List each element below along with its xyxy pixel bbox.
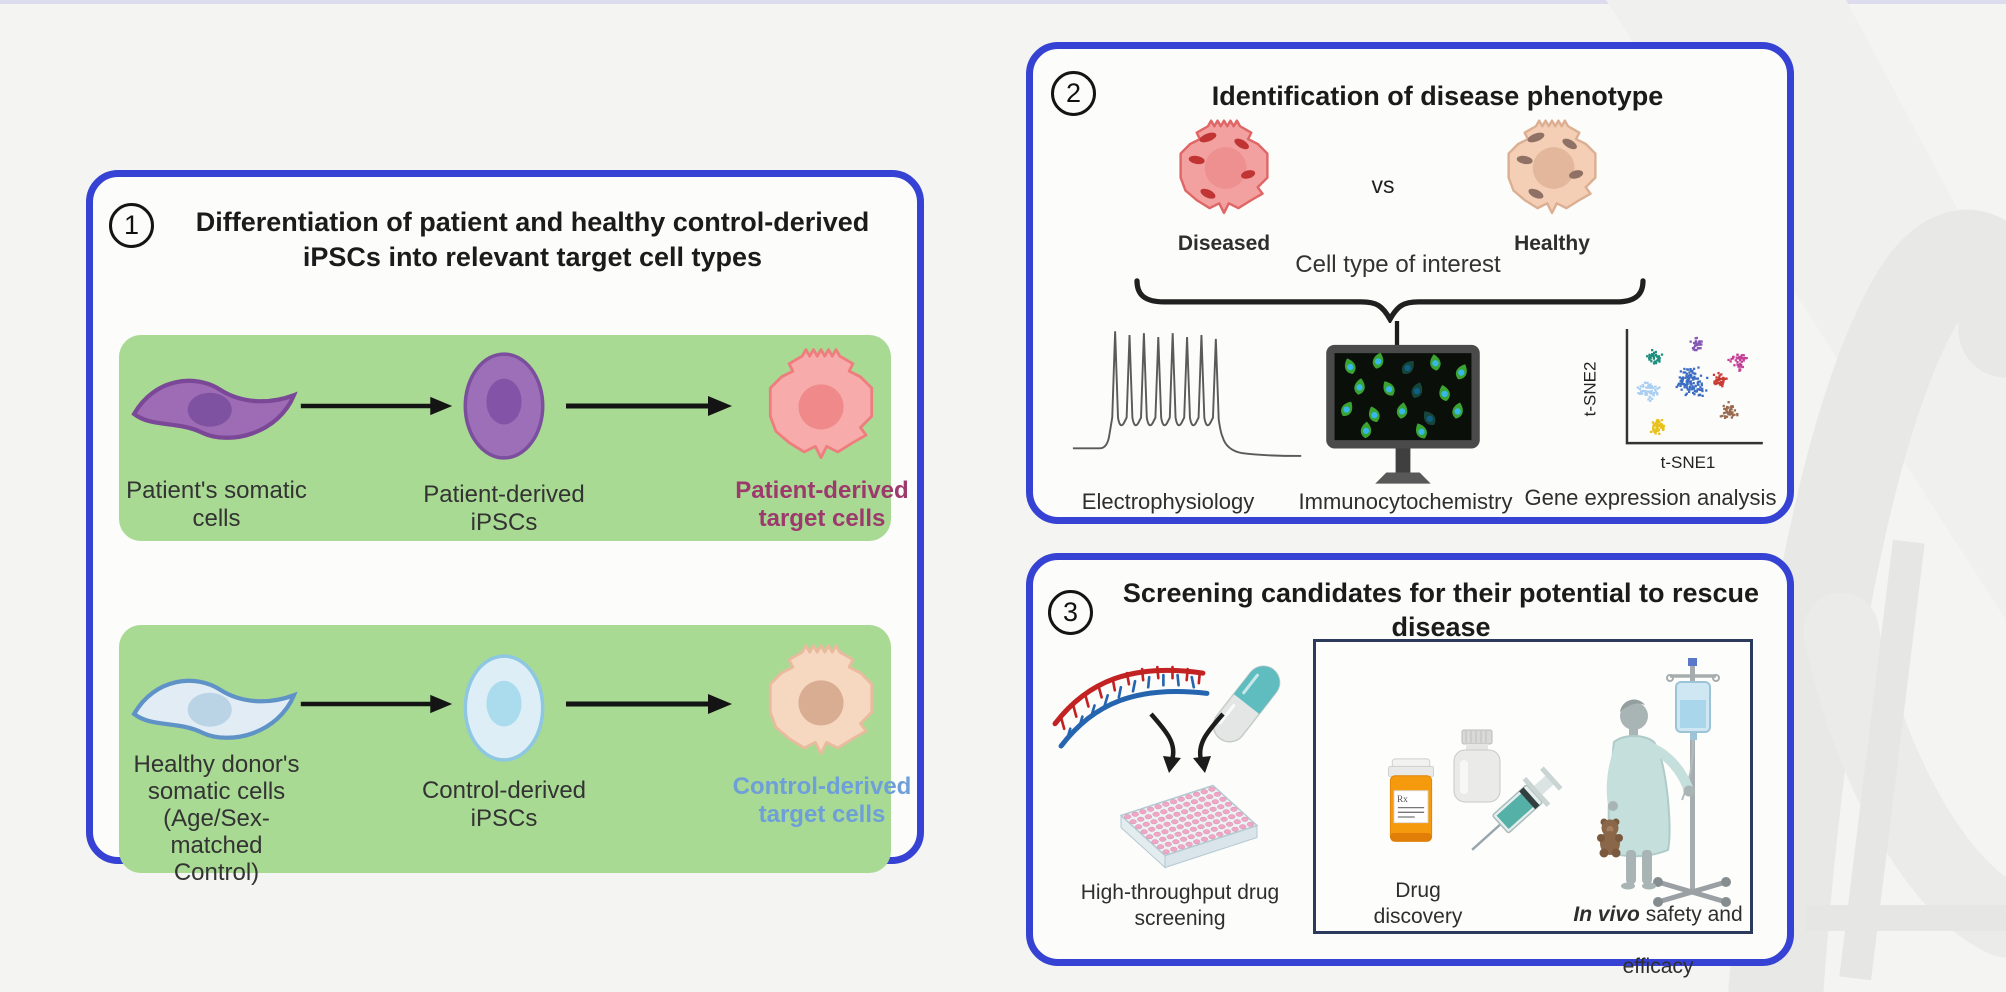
panel-differentiation: 1 Differentiation of patient and healthy… <box>86 170 924 864</box>
step-number-2: 2 <box>1051 71 1096 116</box>
vs-label: vs <box>1348 171 1418 199</box>
patient-somatic-label: Patient's somatic cells <box>119 477 314 533</box>
patient-target-label: Patient-derived target cells <box>727 477 917 533</box>
well-plate-icon <box>1113 772 1263 880</box>
syringe-icon <box>1458 755 1568 870</box>
patient-ipsc-icon <box>460 345 548 467</box>
figure-canvas: 1 Differentiation of patient and healthy… <box>0 0 2006 992</box>
control-ipsc-label: Control-derived iPSCs <box>419 777 589 833</box>
control-differentiation-row: Healthy donor's somatic cells (Age/Sex-m… <box>119 625 891 873</box>
immunocytochemistry-monitor-icon <box>1323 343 1483 491</box>
invivo-label-line2: efficacy <box>1623 955 1694 978</box>
patient-differentiation-row: Patient's somatic cells Patient-derived … <box>119 335 891 541</box>
panel1-title: Differentiation of patient and healthy c… <box>168 205 897 275</box>
step-number-3-text: 3 <box>1063 597 1078 628</box>
tsne-y-axis-label: t-SNE2 <box>1580 362 1600 417</box>
step-number-2-text: 2 <box>1066 78 1081 109</box>
panel-candidate-screening: 3 Screening candidates for their potenti… <box>1026 553 1794 966</box>
underbrace-icon <box>1121 277 1659 323</box>
control-ipsc-icon <box>460 647 548 769</box>
arrow-right-icon <box>564 693 734 715</box>
patient-somatic-cell-icon <box>129 361 299 455</box>
healthy-cell-icon <box>1495 115 1609 221</box>
diseased-cell-icon <box>1167 115 1281 221</box>
electrophysiology-trace-icon <box>1071 321 1306 471</box>
curved-arrows-icon <box>1139 712 1235 774</box>
rx-pill-bottle-icon: Rx <box>1381 756 1441 848</box>
invivo-label-italic: In vivo <box>1573 903 1640 926</box>
tsne-scatter-icon <box>1609 327 1767 453</box>
patient-ipsc-label: Patient-derived iPSCs <box>419 481 589 537</box>
gene-expression-label: Gene expression analysis <box>1508 485 1793 511</box>
tsne-plot: t-SNE2 t-SNE1 <box>1581 327 1796 479</box>
arrow-right-icon <box>299 693 454 715</box>
healthy-somatic-label: Healthy donor's somatic cells (Age/Sex-m… <box>119 751 314 886</box>
tsne-x-axis-label: t-SNE1 <box>1609 453 1767 473</box>
arrow-right-icon <box>564 395 734 417</box>
hts-label: High-throughput drug screening <box>1035 880 1325 932</box>
step-number-3: 3 <box>1048 590 1093 635</box>
top-strip <box>0 0 2006 4</box>
immunocytochemistry-label: Immunocytochemistry <box>1298 489 1513 515</box>
control-target-cell-icon <box>755 639 887 763</box>
step-number-1-text: 1 <box>124 210 139 241</box>
invivo-label: In vivo safety and efficacy <box>1568 876 1748 980</box>
patient-target-cell-icon <box>755 343 887 467</box>
healthy-somatic-cell-icon <box>129 661 299 755</box>
control-target-label: Control-derived target cells <box>727 773 917 829</box>
step-number-1: 1 <box>109 203 154 248</box>
panel-phenotype-identification: 2 Identification of disease phenotype Di… <box>1026 42 1794 524</box>
drug-discovery-label: Drug discovery <box>1348 878 1488 930</box>
invivo-label-rest: safety and <box>1640 903 1743 926</box>
rx-text: Rx <box>1397 795 1408 805</box>
arrow-right-icon <box>299 395 454 417</box>
cell-type-of-interest-label: Cell type of interest <box>1243 251 1553 279</box>
electrophysiology-label: Electrophysiology <box>1043 489 1293 515</box>
panel2-title: Identification of disease phenotype <box>1118 79 1757 114</box>
